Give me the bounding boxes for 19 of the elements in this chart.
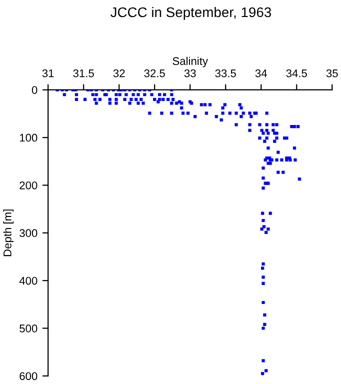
y-tick-label: 300 xyxy=(20,229,38,238)
x-tick-label: 32.5 xyxy=(144,69,165,78)
y-tick-label: 400 xyxy=(19,276,38,285)
y-axis-title: Depth [m] xyxy=(3,210,14,256)
x-tick-label: 33.5 xyxy=(215,69,236,78)
y-tick-label: 100 xyxy=(20,134,38,142)
y-tick-label: 500 xyxy=(20,324,38,332)
x-tick-label: 33 xyxy=(184,69,196,78)
x-axis-title: Salinity xyxy=(172,56,208,68)
chart-title: JCCC in September, 1963 xyxy=(110,6,272,20)
x-tick-label: 31.5 xyxy=(73,69,94,78)
x-tick-label: 35 xyxy=(326,69,338,78)
y-tick-label: 0 xyxy=(32,86,38,94)
x-tick-label: 31 xyxy=(42,69,54,78)
x-tick-label: 34 xyxy=(255,69,267,78)
y-tick-label: 600 xyxy=(20,372,38,380)
y-tick-label: 200 xyxy=(20,181,38,190)
x-tick-label: 32 xyxy=(113,69,125,78)
x-tick-label: 34.5 xyxy=(286,69,307,78)
